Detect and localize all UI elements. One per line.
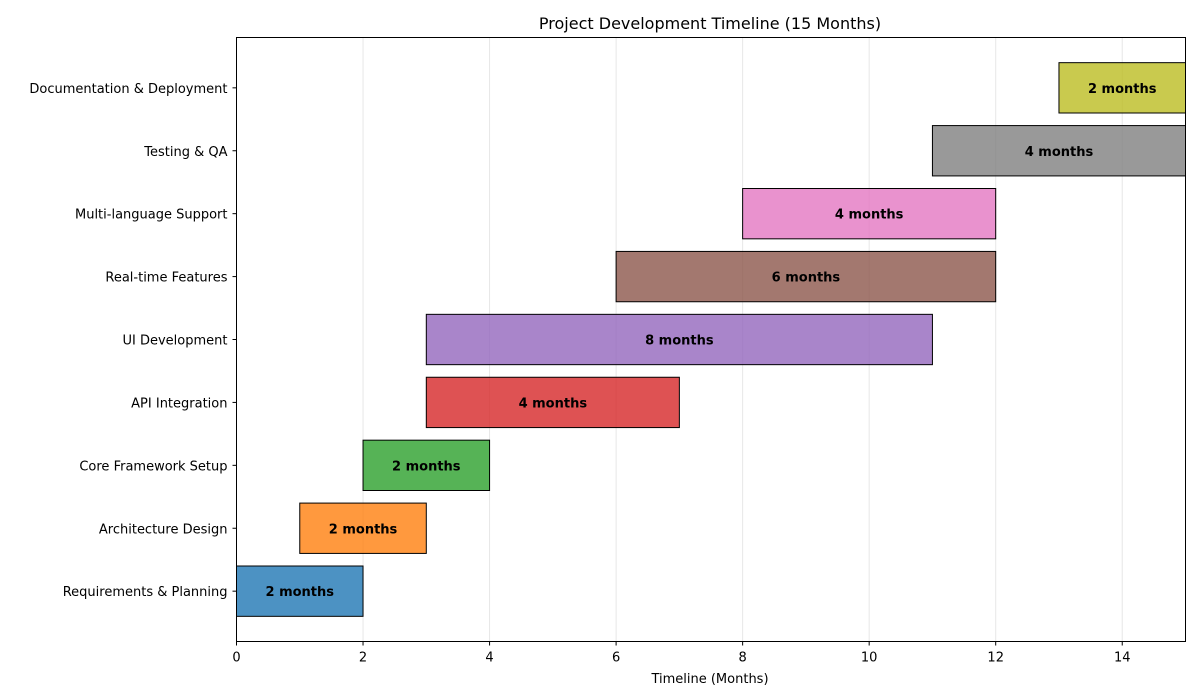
task-bar <box>299 502 427 554</box>
y-tick-label: Testing & QA <box>143 145 227 160</box>
chart-title: Project Development Timeline (15 Months) <box>539 14 881 33</box>
task-bar <box>931 125 1187 177</box>
bar-duration-label: 4 months <box>519 396 588 411</box>
y-tick-label: Real-time Features <box>105 271 227 286</box>
x-tick-label: 2 <box>359 651 367 666</box>
x-tick-label: 4 <box>485 651 493 666</box>
x-tick-label: 6 <box>612 651 620 666</box>
bar-duration-label: 6 months <box>772 271 841 286</box>
y-tick-label: Architecture Design <box>99 522 228 537</box>
y-tick-label: UI Development <box>123 334 228 349</box>
x-tick-label: 8 <box>738 651 746 666</box>
x-tick-label: 14 <box>1114 651 1131 666</box>
bar-duration-label: 2 months <box>392 459 461 474</box>
y-tick-label: API Integration <box>131 396 227 411</box>
y-tick-label: Core Framework Setup <box>79 459 227 474</box>
x-tick-label: 0 <box>232 651 240 666</box>
task-bar <box>362 439 491 491</box>
bars <box>236 62 1187 617</box>
bar-duration-label: 8 months <box>645 334 714 349</box>
task-bar <box>425 376 680 429</box>
task-bar <box>425 313 933 366</box>
x-axis-ticks: 0 2 4 6 8 10 12 14 <box>232 641 1131 666</box>
task-bar <box>615 250 997 303</box>
bar-duration-label: 2 months <box>1088 82 1157 97</box>
task-bar <box>742 188 997 240</box>
bar-duration-label: 2 months <box>329 522 398 537</box>
x-axis-label: Timeline (Months) <box>650 672 768 687</box>
bar-duration-label: 4 months <box>1025 145 1094 160</box>
task-bar <box>1058 62 1187 114</box>
bar-duration-label: 4 months <box>835 208 904 223</box>
x-tick-label: 10 <box>861 651 878 666</box>
y-tick-label: Requirements & Planning <box>63 585 228 600</box>
x-tick-label: 12 <box>987 651 1004 666</box>
y-tick-label: Documentation & Deployment <box>29 82 227 97</box>
bar-labels: 2 months 2 months 2 months 4 months 8 months… <box>266 82 1157 600</box>
y-axis-ticks: Requirements & Planning Architecture Desi… <box>29 82 237 600</box>
y-tick-label: Multi-language Support <box>75 208 228 223</box>
bar-duration-label: 2 months <box>266 585 335 600</box>
